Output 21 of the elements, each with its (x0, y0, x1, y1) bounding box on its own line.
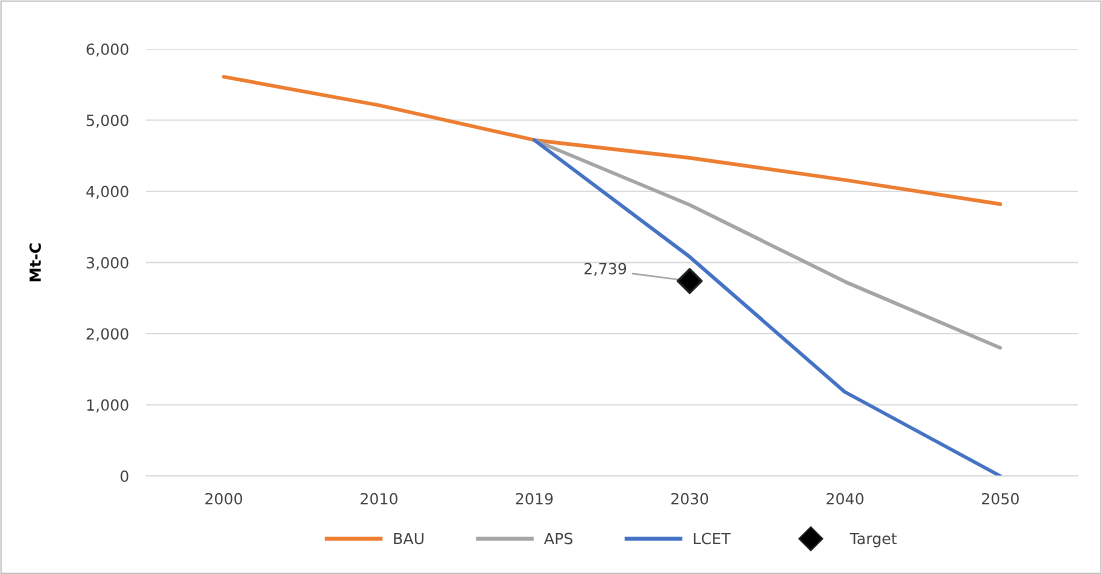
legend-label: Target (849, 532, 897, 548)
line-series (532, 138, 1003, 476)
y-tick-label: 3,000 (86, 256, 129, 271)
legend-label: APS (544, 532, 573, 545)
y-tick-label: 2,000 (86, 328, 129, 342)
legend-label: LCET (693, 532, 731, 545)
y-tick-label: 6,000 (86, 43, 129, 57)
line-series (221, 74, 1003, 206)
y-tick-label: 1,000 (87, 399, 129, 413)
x-tick-label: 2040 (826, 492, 864, 505)
x-tick-label: 2050 (982, 492, 1019, 505)
x-tick-label: 2010 (360, 492, 398, 505)
data-label: 2,739 (584, 262, 627, 276)
x-tick-label: 2000 (205, 492, 243, 505)
y-axis-title: Mt-C (29, 243, 41, 282)
legend-label: BAU (394, 532, 424, 545)
y-tick-label: 4,000 (86, 185, 129, 199)
y-tick-label: 0 (120, 470, 129, 483)
x-tick-label: 2030 (671, 492, 709, 505)
x-tick-label: 2019 (516, 492, 553, 505)
y-tick-label: 5,000 (86, 114, 129, 128)
